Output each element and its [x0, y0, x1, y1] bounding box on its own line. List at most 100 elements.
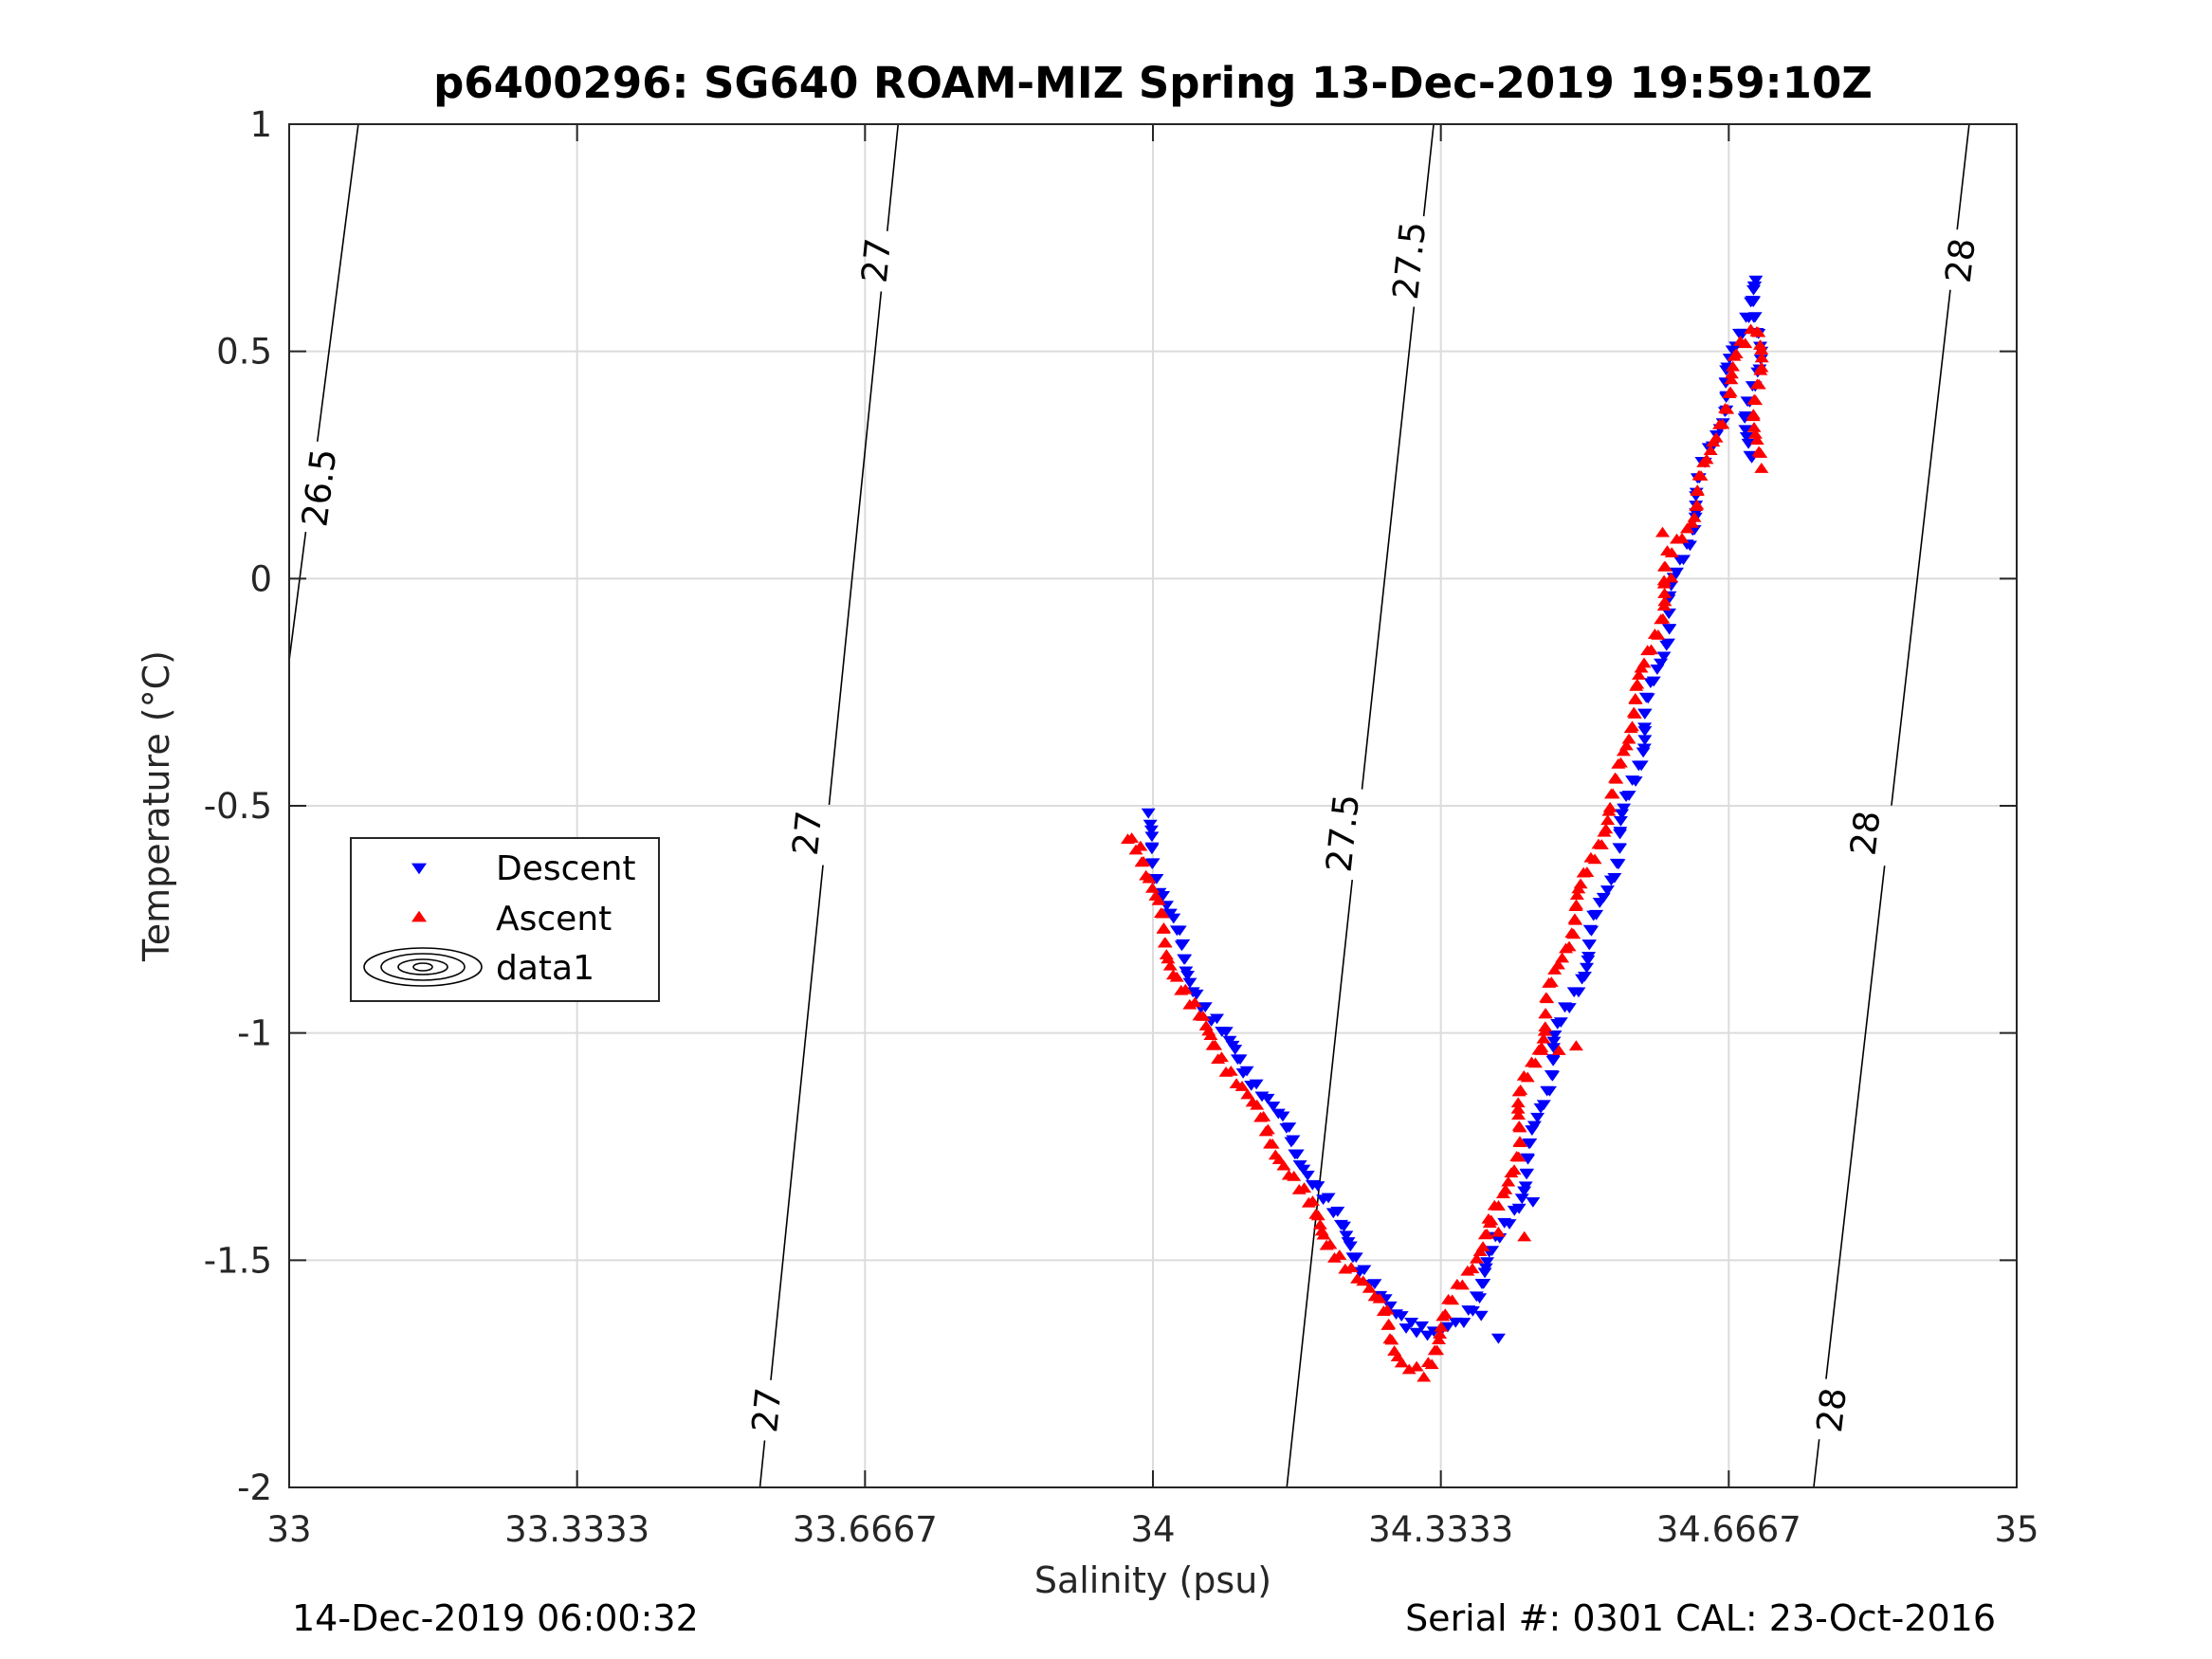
data-point — [1151, 894, 1166, 905]
data-point — [1144, 882, 1160, 893]
data-point — [1580, 866, 1595, 877]
data-point — [1520, 1071, 1535, 1083]
data-point — [1233, 1054, 1248, 1066]
data-point — [1669, 567, 1684, 578]
data-point — [1682, 540, 1697, 552]
data-point — [1473, 1310, 1489, 1322]
data-point — [1749, 378, 1764, 390]
data-point — [1249, 1079, 1264, 1090]
data-point — [1476, 1278, 1491, 1289]
data-point — [1477, 1267, 1492, 1279]
data-point — [1276, 1159, 1291, 1171]
x-tick-label: 35 — [1994, 1509, 2038, 1550]
data-point — [1754, 463, 1769, 473]
data-point — [1501, 1176, 1516, 1187]
data-point — [1689, 508, 1704, 520]
legend-contour-ellipse — [412, 962, 433, 972]
data-point — [1218, 1027, 1234, 1038]
data-point — [1161, 953, 1176, 964]
data-point — [1581, 952, 1597, 962]
legend-contour-ellipse — [363, 947, 483, 987]
data-point — [1724, 368, 1739, 379]
data-point — [1738, 337, 1753, 349]
data-point — [1124, 832, 1140, 843]
data-point — [1482, 1217, 1497, 1229]
data-point — [1728, 348, 1744, 358]
data-point — [1568, 914, 1583, 925]
data-point — [1210, 1013, 1225, 1025]
data-point — [1478, 1263, 1493, 1274]
data-point — [1738, 425, 1753, 436]
data-point — [1746, 410, 1761, 422]
x-axis-label: Salinity (psu) — [1034, 1559, 1271, 1601]
data-point — [1747, 428, 1763, 439]
data-point — [1754, 352, 1769, 363]
contour-label: 28 — [1938, 236, 1983, 285]
data-point — [1465, 1305, 1480, 1317]
series-ascent — [1120, 323, 1769, 1382]
data-point — [1344, 1262, 1359, 1272]
data-point — [1753, 364, 1768, 375]
y-tick-label: 0.5 — [216, 332, 272, 373]
data-point — [1679, 522, 1694, 534]
data-point — [1480, 1257, 1495, 1268]
data-point — [1176, 939, 1191, 950]
data-point — [1145, 858, 1161, 869]
data-point — [1265, 1138, 1280, 1149]
data-point — [1654, 526, 1670, 538]
data-point — [1615, 809, 1630, 820]
data-point — [1256, 1110, 1271, 1121]
data-point — [1141, 808, 1156, 819]
data-point — [1751, 326, 1766, 337]
data-point — [1703, 445, 1718, 455]
data-point — [1746, 297, 1761, 308]
data-point — [1562, 940, 1577, 952]
data-point — [1546, 1043, 1562, 1054]
data-point — [1409, 1327, 1424, 1339]
footer-timestamp: 14-Dec-2019 06:00:32 — [292, 1597, 699, 1639]
data-point — [1511, 1151, 1526, 1162]
data-point — [1600, 885, 1615, 896]
contour-line — [1422, 123, 1435, 217]
contour-label: 27 — [785, 809, 831, 857]
data-point — [1155, 907, 1170, 919]
data-point — [1749, 434, 1764, 446]
data-point — [1612, 843, 1627, 854]
data-point — [1381, 1318, 1397, 1329]
data-point — [1746, 282, 1762, 293]
data-point — [1646, 676, 1661, 687]
data-point — [1587, 853, 1602, 865]
data-point — [1573, 878, 1588, 889]
data-point — [1282, 1122, 1297, 1133]
data-point — [1676, 555, 1691, 566]
data-point — [1634, 760, 1649, 772]
data-point — [1589, 909, 1604, 921]
legend-label-ascent: Ascent — [496, 900, 612, 939]
contour-line — [828, 291, 883, 805]
data-point — [1420, 1330, 1435, 1341]
data-point — [1632, 669, 1647, 680]
contour-line — [1956, 123, 1970, 230]
data-point — [1401, 1363, 1417, 1375]
data-point — [1599, 823, 1614, 834]
data-point — [1752, 339, 1767, 350]
data-point — [1640, 693, 1655, 704]
data-point — [1636, 657, 1652, 668]
data-point — [1454, 1279, 1470, 1290]
data-point — [1602, 801, 1618, 812]
data-point — [1542, 1085, 1557, 1097]
data-point — [1156, 922, 1171, 933]
data-point — [1158, 937, 1173, 948]
data-point — [1380, 1304, 1395, 1315]
data-point — [1568, 1040, 1583, 1051]
data-point — [1239, 1066, 1254, 1077]
data-point — [1518, 1181, 1533, 1193]
data-point — [1330, 1206, 1345, 1217]
data-point — [1687, 511, 1702, 522]
data-point — [1726, 360, 1741, 372]
data-point — [1741, 438, 1756, 449]
data-point — [1720, 403, 1735, 414]
data-point — [1187, 996, 1202, 1008]
data-point — [1510, 1097, 1526, 1108]
data-point — [1596, 892, 1611, 903]
